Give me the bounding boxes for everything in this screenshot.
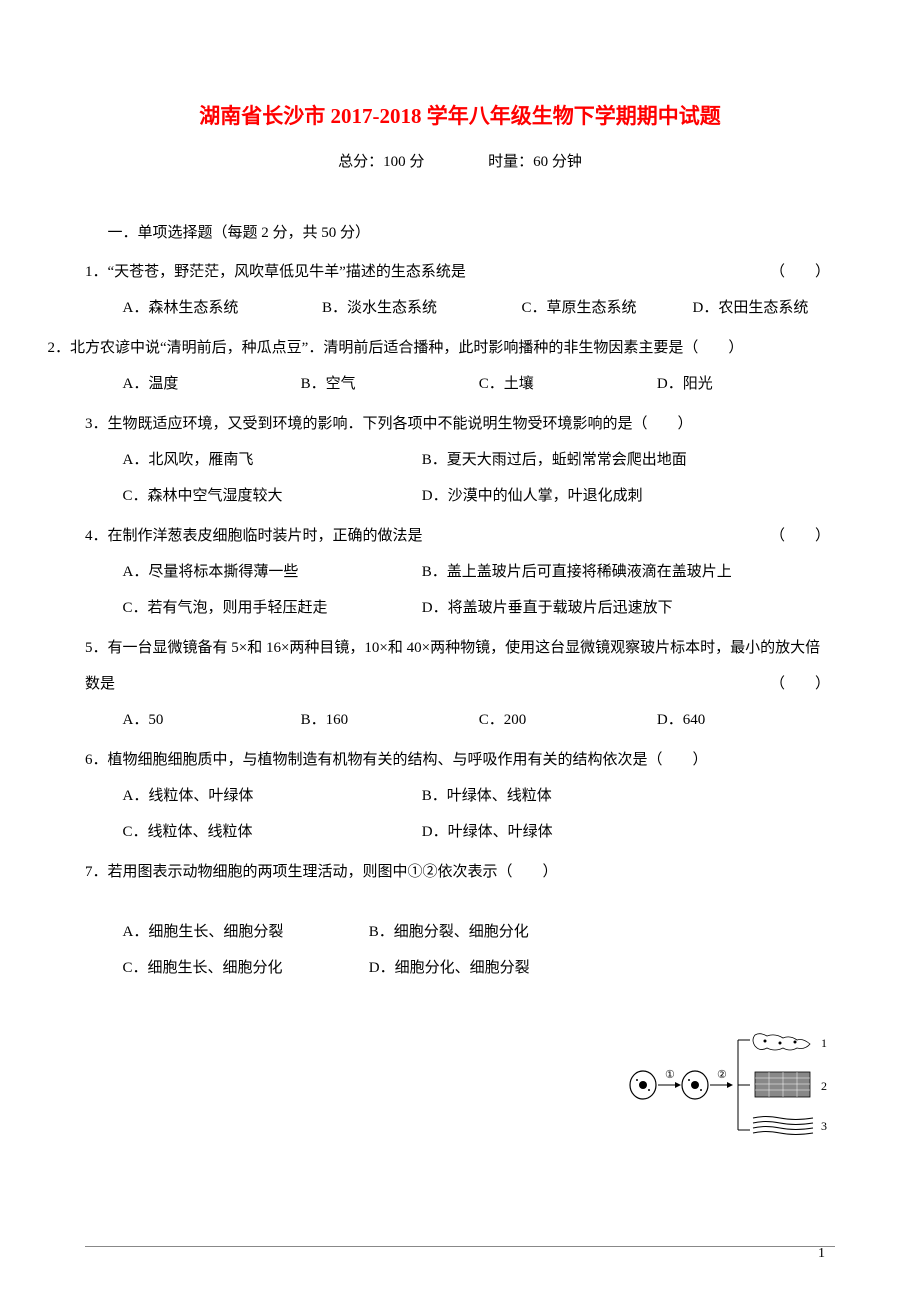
question-3: 3．生物既适应环境，又受到环境的影响．下列各项中不能说明生物受环境影响的是（ ）… — [85, 406, 835, 514]
arrow2-label: ② — [717, 1069, 727, 1081]
option-c: C．细胞生长、细胞分化 — [123, 950, 369, 986]
option-d: D．阳光 — [657, 366, 835, 402]
q1-text: 1．“天苍苍，野茫茫，风吹草低见牛羊”描述的生态系统是 — [85, 264, 466, 280]
exam-info: 总分：100 分 时量：60 分钟 — [85, 150, 835, 171]
tissue-3: 3 — [753, 1117, 827, 1135]
option-b: B．叶绿体、线粒体 — [422, 778, 835, 814]
q7-options-row2: C．细胞生长、细胞分化 D．细胞分化、细胞分裂 — [85, 950, 835, 986]
option-b: B．盖上盖玻片后可直接将稀碘液滴在盖玻片上 — [422, 554, 835, 590]
option-b: B．夏天大雨过后，蚯蚓常常会爬出地面 — [422, 442, 835, 478]
q7-text: 7．若用图表示动物细胞的两项生理活动，则图中①②依次表示（ ） — [85, 854, 835, 890]
question-text: 1．“天苍苍，野茫茫，风吹草低见牛羊”描述的生态系统是 （ ） — [85, 254, 835, 290]
answer-paren: （ ） — [770, 666, 830, 702]
question-7: 7．若用图表示动物细胞的两项生理活动，则图中①②依次表示（ ） A．细胞生长、细… — [85, 854, 835, 986]
tissue3-label: 3 — [821, 1119, 827, 1133]
option-b: B．160 — [301, 702, 479, 738]
option-d: D．将盖玻片垂直于载玻片后迅速放下 — [422, 590, 835, 626]
option-a: A．细胞生长、细胞分裂 — [123, 914, 369, 950]
option-d: D．农田生态系统 — [693, 290, 836, 326]
option-b: B．淡水生态系统 — [322, 290, 522, 326]
q6-text: 6．植物细胞细胞质中，与植物制造有机物有关的结构、与呼吸作用有关的结构依次是（ … — [85, 742, 835, 778]
option-d: D．沙漠中的仙人掌，叶退化成刺 — [422, 478, 835, 514]
q2-text: 2．北方农谚中说“清明前后，种瓜点豆”．清明前后适合播种，此时影响播种的非生物因… — [48, 330, 836, 366]
q7-options-row1: A．细胞生长、细胞分裂 B．细胞分裂、细胞分化 — [85, 914, 835, 950]
q4-text: 4．在制作洋葱表皮细胞临时装片时，正确的做法是 — [85, 528, 423, 544]
question-2: 2．北方农谚中说“清明前后，种瓜点豆”．清明前后适合播种，此时影响播种的非生物因… — [85, 330, 835, 402]
q4-options-row2: C．若有气泡，则用手轻压赶走 D．将盖玻片垂直于载玻片后迅速放下 — [85, 590, 835, 626]
tissue1-label: 1 — [821, 1036, 827, 1050]
option-d: D．640 — [657, 702, 835, 738]
option-a: A．尽量将标本撕得薄一些 — [123, 554, 422, 590]
page-footer-line — [85, 1246, 835, 1247]
option-c: C．草原生态系统 — [522, 290, 693, 326]
option-a: A．森林生态系统 — [123, 290, 323, 326]
q6-options-row1: A．线粒体、叶绿体 B．叶绿体、线粒体 — [85, 778, 835, 814]
page-title: 湖南省长沙市 2017-2018 学年八年级生物下学期期中试题 — [85, 100, 835, 130]
q4-options-row1: A．尽量将标本撕得薄一些 B．盖上盖玻片后可直接将稀碘液滴在盖玻片上 — [85, 554, 835, 590]
option-c: C．线粒体、线粒体 — [123, 814, 422, 850]
q5-text: 5．有一台显微镜备有 5×和 16×两种目镜，10×和 40×两种物镜，使用这台… — [85, 640, 820, 692]
section-header: 一．单项选择题（每题 2 分，共 50 分） — [85, 221, 835, 242]
option-d: D．细胞分化、细胞分裂 — [369, 950, 615, 986]
question-text: 5．有一台显微镜备有 5×和 16×两种目镜，10×和 40×两种物镜，使用这台… — [85, 630, 835, 702]
tissue-2: 2 — [755, 1072, 827, 1097]
answer-paren: （ ） — [770, 518, 830, 554]
q6-options-row2: C．线粒体、线粒体 D．叶绿体、叶绿体 — [85, 814, 835, 850]
total-score: 总分：100 分 — [338, 154, 424, 170]
option-a: A．线粒体、叶绿体 — [123, 778, 422, 814]
q3-options-row1: A．北风吹，雁南飞 B．夏天大雨过后，蚯蚓常常会爬出地面 — [85, 442, 835, 478]
option-d: D．叶绿体、叶绿体 — [422, 814, 835, 850]
option-a: A．50 — [123, 702, 301, 738]
option-c: C．森林中空气湿度较大 — [123, 478, 422, 514]
arrow1-label: ① — [665, 1069, 675, 1081]
page-number: 1 — [818, 1246, 825, 1262]
time-limit: 时量：60 分钟 — [488, 154, 582, 170]
option-a: A．温度 — [123, 366, 301, 402]
question-text: 4．在制作洋葱表皮细胞临时装片时，正确的做法是 （ ） — [85, 518, 835, 554]
option-a: A．北风吹，雁南飞 — [123, 442, 422, 478]
question-6: 6．植物细胞细胞质中，与植物制造有机物有关的结构、与呼吸作用有关的结构依次是（ … — [85, 742, 835, 850]
tissue2-label: 2 — [821, 1079, 827, 1093]
question-5: 5．有一台显微镜备有 5×和 16×两种目镜，10×和 40×两种物镜，使用这台… — [85, 630, 835, 738]
question-4: 4．在制作洋葱表皮细胞临时装片时，正确的做法是 （ ） A．尽量将标本撕得薄一些… — [85, 518, 835, 626]
option-c: C．若有气泡，则用手轻压赶走 — [123, 590, 422, 626]
question-1: 1．“天苍苍，野茫茫，风吹草低见牛羊”描述的生态系统是 （ ） A．森林生态系统… — [85, 254, 835, 326]
q1-options: A．森林生态系统 B．淡水生态系统 C．草原生态系统 D．农田生态系统 — [85, 290, 835, 326]
q3-text: 3．生物既适应环境，又受到环境的影响．下列各项中不能说明生物受环境影响的是（ ） — [85, 406, 835, 442]
diagram-svg: ① ② 1 2 — [625, 1030, 830, 1135]
q5-options: A．50 B．160 C．200 D．640 — [85, 702, 835, 738]
cell-diagram: ① ② 1 2 — [625, 1030, 830, 1135]
option-c: C．200 — [479, 702, 657, 738]
q2-options: A．温度 B．空气 C．土壤 D．阳光 — [85, 366, 835, 402]
answer-paren: （ ） — [770, 254, 830, 290]
option-b: B．空气 — [301, 366, 479, 402]
option-b: B．细胞分裂、细胞分化 — [369, 914, 615, 950]
option-c: C．土壤 — [479, 366, 657, 402]
tissue-1: 1 — [753, 1034, 827, 1050]
q3-options-row2: C．森林中空气湿度较大 D．沙漠中的仙人掌，叶退化成刺 — [85, 478, 835, 514]
